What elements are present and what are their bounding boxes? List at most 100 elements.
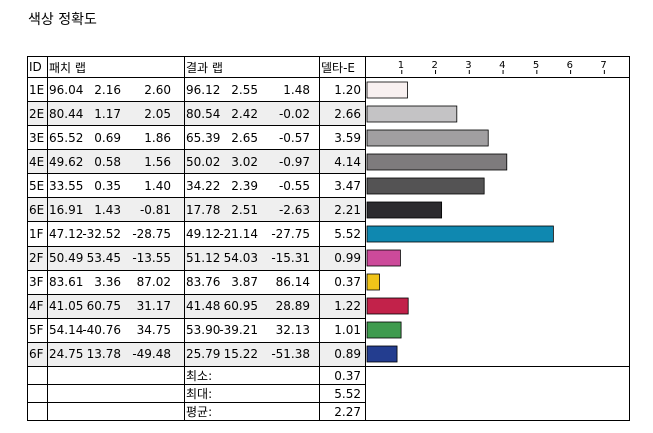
summary-row: 최대: 5.52 <box>27 384 630 403</box>
lab-value: 1.56 <box>144 154 171 169</box>
row-id: 4F <box>27 293 48 319</box>
delta-e-bar-6E <box>366 201 443 219</box>
delta-e-bar-2E <box>366 105 458 123</box>
lab-value: 34.75 <box>136 323 171 338</box>
header-patch-lab: 패치 랩 <box>47 56 185 78</box>
result-lab-cell: 65.39 2.65 -0.57 <box>184 125 320 151</box>
lab-value: 2.60 <box>144 82 171 97</box>
lab-value: 16.91 <box>49 202 84 217</box>
lab-value: 33.55 <box>49 178 84 193</box>
result-lab-cell: 17.78 2.51 -2.63 <box>184 197 320 223</box>
lab-value: 1.86 <box>144 130 171 145</box>
result-lab-cell: 96.12 2.55 1.48 <box>184 76 320 103</box>
summary-chart-blank <box>365 366 630 421</box>
delta-e-value: 3.59 <box>319 125 366 151</box>
lab-value: 96.12 <box>186 82 221 97</box>
axis-tick-label: 7 <box>600 60 606 71</box>
header-delta-e: 델타-E <box>319 56 366 78</box>
lab-value: 86.14 <box>275 275 310 290</box>
lab-value: 24.75 <box>49 347 84 362</box>
table-row: 2E 80.44 1.17 2.05 80.54 2.42 -0.02 2.66 <box>27 101 630 127</box>
lab-value: 15.22 <box>223 347 258 362</box>
patch-lab-cell: 47.12-32.52 -28.75 <box>47 221 185 247</box>
table-row: 5F 54.14-40.76 34.75 53.90-39.21 32.13 1.01 <box>27 317 630 343</box>
lab-value: 31.17 <box>136 299 171 314</box>
result-lab-cell: 53.90-39.21 32.13 <box>184 317 320 343</box>
lab-value: -13.55 <box>132 251 171 266</box>
lab-value: 47.12 <box>49 227 84 241</box>
lab-value: 1.40 <box>144 178 171 193</box>
lab-value: -0.97 <box>278 154 310 169</box>
lab-value: -2.63 <box>278 202 310 217</box>
lab-value: -15.31 <box>271 251 310 266</box>
header-result-lab: 결과 랩 <box>184 56 320 78</box>
lab-value: 54.03 <box>223 251 258 266</box>
lab-value: 49.12 <box>186 227 221 241</box>
table-row: 5E 33.55 0.35 1.40 34.22 2.39 -0.55 3.47 <box>27 173 630 199</box>
patch-lab-cell: 33.55 0.35 1.40 <box>47 173 185 199</box>
delta-e-bar-5F <box>366 321 402 339</box>
lab-value: 41.48 <box>186 299 221 314</box>
lab-value: 0.35 <box>94 178 121 193</box>
row-id: 5E <box>27 173 48 199</box>
lab-value: -28.75 <box>132 227 171 241</box>
delta-e-bar-5E <box>366 177 485 195</box>
summary-blank <box>47 402 185 421</box>
lab-value: 49.62 <box>49 154 84 169</box>
lab-value: 0.58 <box>94 154 121 169</box>
lab-value: 2.39 <box>231 178 258 193</box>
delta-e-value: 0.89 <box>319 341 366 368</box>
delta-e-value: 1.22 <box>319 293 366 319</box>
lab-value: 2.42 <box>231 106 258 121</box>
result-lab-cell: 41.48 60.95 28.89 <box>184 293 320 319</box>
lab-value: 25.79 <box>186 347 221 362</box>
lab-value: 2.65 <box>231 130 258 145</box>
lab-value: -51.38 <box>271 347 310 362</box>
lab-value: 41.05 <box>49 299 84 314</box>
lab-value: 54.14 <box>49 323 84 338</box>
delta-e-value: 2.66 <box>319 101 366 127</box>
row-id: 6F <box>27 341 48 368</box>
patch-lab-cell: 96.04 2.16 2.60 <box>47 76 185 103</box>
summary-value: 5.52 <box>319 384 366 403</box>
axis-tick-label: 1 <box>398 60 404 71</box>
lab-value: 80.54 <box>186 106 221 121</box>
patch-lab-cell: 50.49 53.45 -13.55 <box>47 245 185 271</box>
summary-blank <box>27 402 48 421</box>
summary-value: 2.27 <box>319 402 366 421</box>
delta-e-bar-2F <box>366 249 401 267</box>
result-lab-cell: 49.12-21.14 -27.75 <box>184 221 320 247</box>
delta-e-bar-3F <box>366 273 380 291</box>
lab-value: 3.87 <box>231 275 258 290</box>
lab-value: 65.52 <box>49 130 84 145</box>
summary-blank <box>27 384 48 403</box>
lab-value: 80.44 <box>49 106 84 121</box>
delta-e-value: 0.99 <box>319 245 366 271</box>
summary-label: 최소: <box>184 366 320 385</box>
axis-tick-label: 3 <box>465 60 471 71</box>
delta-e-bar-chart <box>365 77 630 367</box>
summary-row: 평균: 2.27 <box>27 402 630 421</box>
row-id: 4E <box>27 149 48 175</box>
lab-value: 83.61 <box>49 275 84 290</box>
table-row: 6E 16.91 1.43 -0.81 17.78 2.51 -2.63 2.21 <box>27 197 630 223</box>
lab-value: 2.16 <box>94 82 121 97</box>
patch-lab-cell: 24.75 13.78 -49.48 <box>47 341 185 368</box>
result-lab-cell: 34.22 2.39 -0.55 <box>184 173 320 199</box>
lab-value: 3.36 <box>94 275 121 290</box>
lab-value: 50.02 <box>186 154 221 169</box>
lab-value: 34.22 <box>186 178 221 193</box>
summary-blank <box>47 366 185 385</box>
page-title: 색상 정확도 <box>28 12 97 28</box>
lab-value: 2.05 <box>144 106 171 121</box>
lab-value: -0.57 <box>278 130 310 145</box>
lab-value: 28.89 <box>275 299 310 314</box>
lab-value: -32.52 <box>82 227 121 241</box>
patch-lab-cell: 83.61 3.36 87.02 <box>47 269 185 295</box>
table-row: 6F 24.75 13.78 -49.48 25.79 15.22 -51.38 0.89 <box>27 341 630 368</box>
axis-tick-label: 2 <box>432 60 438 71</box>
delta-e-value: 1.01 <box>319 317 366 343</box>
row-id: 3F <box>27 269 48 295</box>
lab-value: 2.51 <box>231 202 258 217</box>
header-id: ID <box>27 56 48 78</box>
